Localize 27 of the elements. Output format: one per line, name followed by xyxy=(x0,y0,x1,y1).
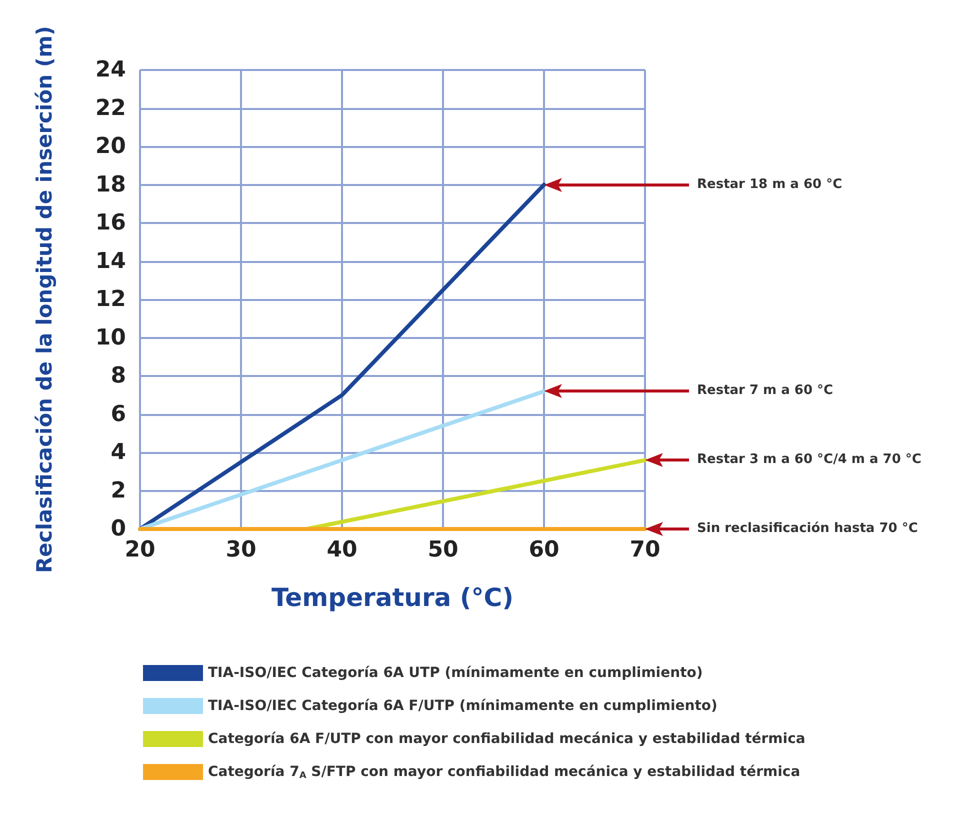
legend-label: Categoría 6A F/UTP con mayor confiabilidad mecánica y estabilidad térmica xyxy=(208,731,806,747)
x-tick-label: 40 xyxy=(326,538,358,562)
y-tick-label: 16 xyxy=(95,210,126,236)
x-tick-label: 60 xyxy=(528,538,560,562)
y-tick-label: 10 xyxy=(95,325,126,350)
y-tick-label: 24 xyxy=(95,58,126,82)
text: Sin reclasificación hasta 70 °C xyxy=(697,520,918,538)
y-tick-label: 0 xyxy=(110,516,126,542)
y-tick-label: 12 xyxy=(95,287,126,312)
text: Restar 3 m a 60 °C/4 m a 70 °C xyxy=(697,451,922,470)
x-tick-label: 70 xyxy=(630,538,660,562)
y-tick-label: 2 xyxy=(110,478,126,504)
y-tick-label: 14 xyxy=(95,248,126,274)
y-tick-label: 4 xyxy=(110,440,126,465)
y-tick-label: 6 xyxy=(110,402,126,427)
legend-label: TIA-ISO/IEC Categoría 6A UTP (mínimamente en cumplimiento) xyxy=(208,665,703,681)
x-axis-title: Temperatura (°C) xyxy=(271,583,514,612)
y-tick-label: 8 xyxy=(110,364,126,388)
y-axis-title: Reclasificación de la longitud de inserción (m) xyxy=(32,26,56,574)
legend-label: TIA-ISO/IEC Categoría 6A F/UTP (mínimamente en cumplimiento) xyxy=(208,698,718,714)
x-tick-label: 50 xyxy=(428,538,458,562)
text: Restar 7 m a 60 °C xyxy=(697,382,834,400)
y-tick-label: 20 xyxy=(95,134,126,159)
text: Restar 18 m a 60 °C xyxy=(697,176,842,194)
y-tick-label: 22 xyxy=(95,96,126,121)
y-tick-label: 18 xyxy=(95,172,126,198)
x-tick-label: 30 xyxy=(226,538,256,562)
